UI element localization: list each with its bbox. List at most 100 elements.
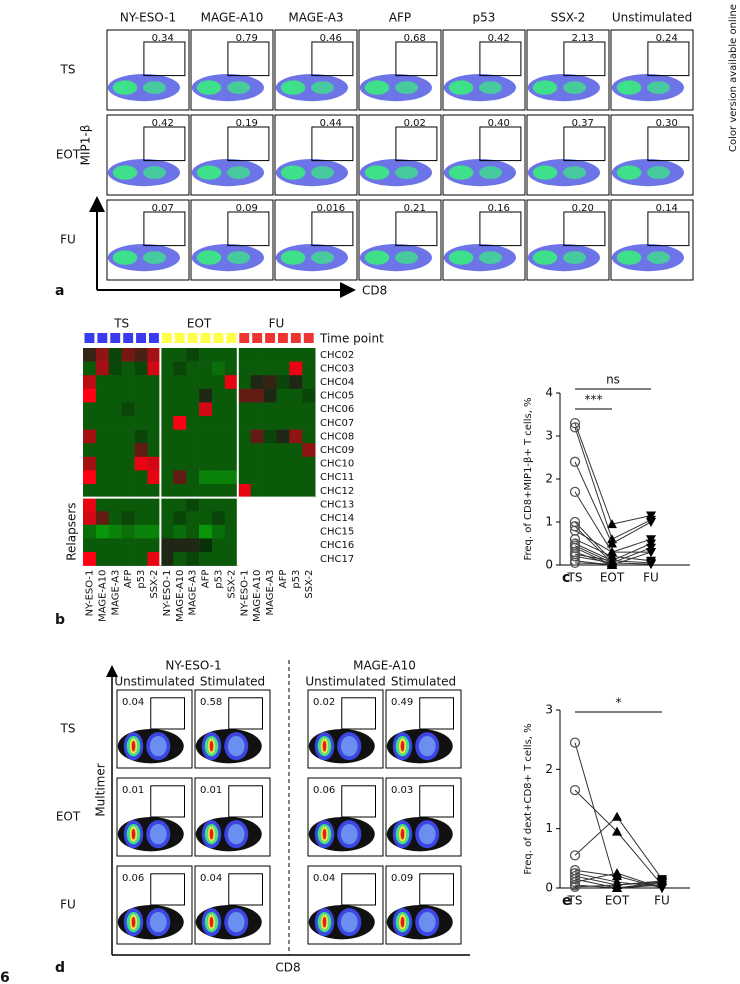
time-point-swatch	[84, 333, 95, 343]
gate	[150, 697, 185, 730]
heatmap-cell	[134, 524, 148, 539]
heatmap-cell	[134, 484, 148, 498]
heatmap-cell	[83, 484, 97, 498]
heatmap-cell	[224, 375, 239, 390]
x-tick-label: EOT	[605, 894, 630, 908]
time-point-swatch	[97, 333, 108, 343]
heatmap-cell	[121, 375, 135, 390]
heatmap-cell	[134, 429, 148, 444]
row-label: CHC17	[320, 554, 354, 565]
heatmap-cell	[121, 497, 135, 512]
cloud-core	[209, 828, 214, 840]
heatmap-cell	[237, 388, 251, 403]
gate	[228, 873, 263, 906]
column-header: MAGE-A10	[201, 11, 264, 25]
gate-value: 0.37	[572, 118, 594, 129]
heatmap-cell	[108, 375, 122, 390]
panel-label: c	[562, 570, 570, 586]
cloud-core	[149, 912, 167, 933]
heatmap-cell	[95, 361, 110, 376]
row-label: CHC10	[320, 459, 354, 470]
heatmap-cell	[276, 456, 290, 471]
gate-value: 0.04	[122, 697, 144, 708]
ts-marker	[569, 784, 581, 796]
cloud-core	[616, 80, 642, 95]
column-label: NY-ESO-1	[162, 570, 173, 617]
gate	[341, 873, 376, 906]
time-point-swatch	[200, 333, 211, 343]
x-tick-label: TS	[567, 571, 583, 585]
group-header: MAGE-A10	[353, 659, 416, 673]
group-label: TS	[113, 317, 129, 331]
heatmap-cell	[302, 361, 316, 376]
eot-marker	[612, 811, 622, 821]
fu-marker	[657, 876, 667, 886]
heatmap-cell	[263, 456, 277, 471]
column-label: MAGE-A10	[252, 570, 263, 622]
heatmap-cell	[134, 348, 148, 362]
heatmap-cell	[212, 484, 226, 498]
y-tick-label: 3	[545, 703, 553, 717]
heatmap-cell	[160, 361, 174, 376]
gate	[395, 41, 438, 77]
heatmap-cell	[173, 511, 187, 526]
heatmap-cell	[289, 470, 303, 485]
eot-marker	[607, 538, 617, 548]
cloud-core	[227, 166, 251, 180]
heatmap-cell	[95, 456, 110, 471]
heatmap-cell	[134, 538, 148, 553]
heatmap-cell	[186, 361, 200, 376]
heatmap-cell	[95, 375, 110, 390]
heatmap-cell	[302, 375, 316, 390]
heatmap-cell	[289, 484, 303, 498]
cloud-core	[532, 250, 558, 265]
heatmap-cell	[263, 470, 277, 485]
cloud-core	[647, 251, 671, 264]
gate-value: 0.42	[152, 118, 174, 129]
heatmap-cell	[224, 456, 239, 471]
heatmap-cell	[121, 538, 135, 553]
gate-value: 0.07	[152, 203, 174, 214]
heatmap-cell	[160, 538, 174, 553]
column-label: p53	[136, 570, 147, 589]
row-label: CHC04	[320, 377, 354, 388]
heatmap-cell	[199, 388, 213, 403]
page-number: 6	[0, 970, 10, 984]
heatmap-cell	[83, 348, 97, 362]
heatmap-cell	[134, 443, 148, 458]
cloud-core	[131, 828, 136, 840]
gate-value: 0.06	[122, 873, 144, 884]
gate	[479, 41, 522, 77]
heatmap-cell	[276, 470, 290, 485]
cloud-core	[196, 250, 222, 265]
heatmap-cell	[186, 388, 200, 403]
heatmap-cell	[212, 361, 226, 376]
gate-value: 0.09	[391, 873, 413, 884]
row-label: FU	[60, 898, 76, 912]
row-label: FU	[60, 233, 76, 247]
heatmap-cell	[263, 443, 277, 458]
heatmap-cell	[224, 348, 239, 362]
column-header: AFP	[389, 11, 411, 25]
cloud-core	[364, 165, 390, 180]
heatmap-cell	[160, 511, 174, 526]
cloud-core	[616, 165, 642, 180]
heatmap-cell	[160, 429, 174, 444]
gate-value: 0.42	[488, 33, 510, 44]
column-label: MAGE-A10	[175, 570, 186, 622]
row-label: CHC03	[320, 363, 354, 374]
cloud-core	[400, 740, 405, 752]
gate-value: 0.03	[391, 785, 413, 796]
heatmap-cell	[250, 388, 264, 403]
heatmap-cell	[173, 538, 187, 553]
gate-value: 2.13	[572, 33, 594, 44]
heatmap-cell	[173, 388, 187, 403]
heatmap-cell	[186, 538, 200, 553]
heatmap-cell	[186, 375, 200, 390]
y-axis-label: MIP1-β	[79, 125, 93, 166]
cloud-core	[532, 80, 558, 95]
cloud-core	[311, 166, 335, 180]
y-tick-label: 2	[545, 762, 553, 776]
heatmap-cell	[199, 402, 213, 417]
heatmap-cell	[160, 375, 174, 390]
